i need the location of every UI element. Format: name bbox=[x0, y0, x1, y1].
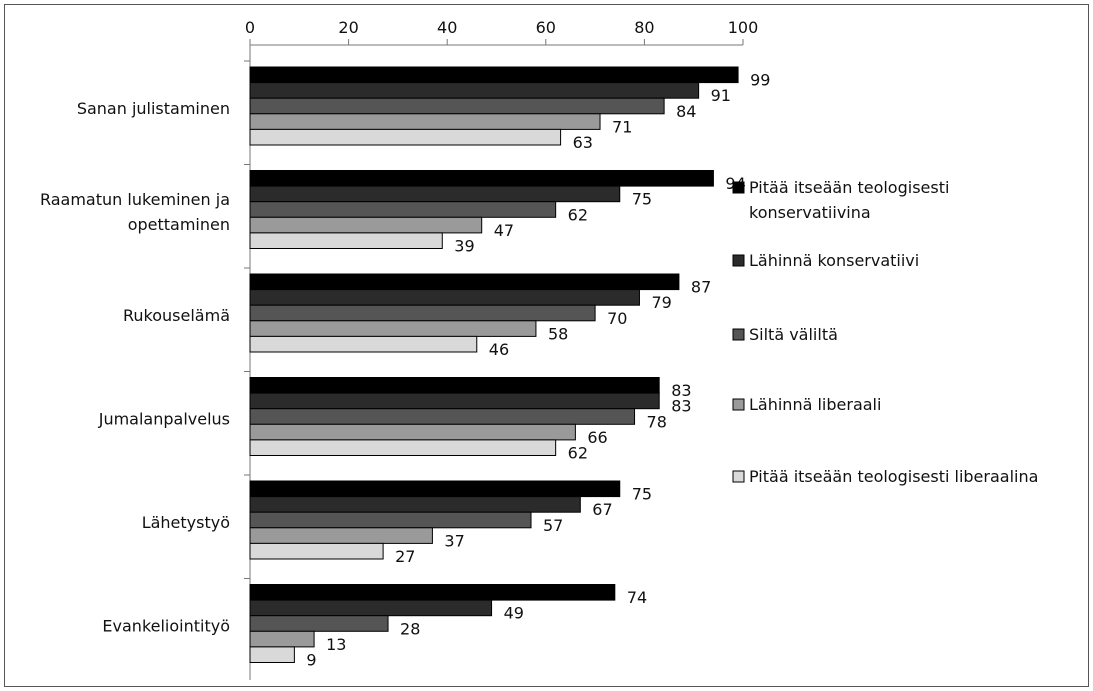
legend-label: Lähinnä konservatiivi bbox=[749, 251, 919, 270]
legend-label: Siltä väliltä bbox=[749, 325, 838, 344]
bar bbox=[249, 615, 389, 632]
legend-label: Pitää itseään teologisesti liberaalina bbox=[749, 467, 1038, 486]
value-label: 83 bbox=[671, 397, 691, 416]
category-label: Raamatun lukeminen ja bbox=[40, 190, 230, 209]
value-label: 75 bbox=[632, 485, 652, 504]
bar bbox=[249, 408, 636, 425]
bar bbox=[249, 527, 433, 544]
bar bbox=[249, 185, 621, 203]
value-label: 99 bbox=[750, 71, 770, 90]
bar bbox=[249, 511, 532, 529]
bar bbox=[249, 335, 478, 353]
value-label: 49 bbox=[504, 604, 524, 623]
bar bbox=[249, 496, 581, 513]
bar bbox=[249, 216, 483, 234]
bar bbox=[249, 584, 616, 601]
category-label: opettaminen bbox=[128, 215, 230, 234]
bar bbox=[249, 377, 660, 394]
value-label: 27 bbox=[395, 547, 415, 566]
value-label: 39 bbox=[454, 237, 474, 256]
value-label: 87 bbox=[691, 278, 711, 297]
x-tick-label: 40 bbox=[437, 18, 457, 37]
x-tick-label: 80 bbox=[634, 18, 654, 37]
legend-swatch bbox=[732, 254, 745, 267]
value-label: 75 bbox=[632, 190, 652, 209]
x-tick-label: 100 bbox=[728, 18, 759, 37]
bar bbox=[249, 170, 714, 187]
value-label: 84 bbox=[676, 102, 696, 121]
value-label: 46 bbox=[489, 340, 509, 359]
value-label: 63 bbox=[573, 133, 593, 152]
value-label: 13 bbox=[326, 635, 346, 654]
bar bbox=[249, 599, 493, 617]
bar bbox=[249, 542, 384, 560]
legend-swatch bbox=[732, 328, 745, 341]
bar bbox=[249, 97, 665, 115]
bar bbox=[249, 82, 700, 99]
legend-label: Pitää itseään teologisesti bbox=[749, 178, 949, 197]
category-label: Lähetystyö bbox=[142, 513, 230, 532]
legend-label: Lähinnä liberaali bbox=[749, 395, 881, 414]
value-label: 28 bbox=[400, 619, 420, 638]
bar bbox=[249, 128, 562, 146]
value-label: 91 bbox=[711, 86, 731, 105]
bar bbox=[249, 232, 443, 249]
bar bbox=[249, 480, 621, 498]
x-tick-label: 60 bbox=[536, 18, 556, 37]
bar bbox=[249, 320, 537, 337]
value-label: 62 bbox=[568, 444, 588, 463]
category-label: Sanan julistaminen bbox=[77, 99, 230, 118]
value-label: 47 bbox=[494, 221, 514, 240]
value-label: 9 bbox=[306, 651, 316, 670]
bar bbox=[249, 304, 596, 322]
value-label: 79 bbox=[651, 293, 671, 312]
value-label: 66 bbox=[587, 428, 607, 447]
bar bbox=[249, 201, 557, 218]
category-label: Rukouselämä bbox=[123, 306, 230, 325]
bar bbox=[249, 630, 315, 648]
bar bbox=[249, 423, 576, 441]
value-label: 83 bbox=[671, 381, 691, 400]
bar bbox=[249, 646, 295, 664]
bar bbox=[249, 273, 680, 291]
bar bbox=[249, 289, 640, 306]
category-label: Jumalanpalvelus bbox=[98, 410, 230, 429]
legend-label: konservatiivina bbox=[749, 203, 871, 222]
value-label: 37 bbox=[444, 531, 464, 550]
legend-swatch bbox=[732, 181, 745, 194]
value-label: 74 bbox=[627, 588, 647, 607]
category-label: Evankeliointityö bbox=[102, 617, 230, 636]
value-label: 58 bbox=[548, 324, 568, 343]
value-label: 71 bbox=[612, 117, 632, 136]
bar bbox=[249, 66, 739, 84]
value-label: 70 bbox=[607, 309, 627, 328]
value-label: 78 bbox=[647, 412, 667, 431]
value-label: 57 bbox=[543, 516, 563, 535]
bar bbox=[249, 392, 660, 410]
x-tick-label: 0 bbox=[245, 18, 255, 37]
value-label: 62 bbox=[568, 205, 588, 224]
legend-swatch bbox=[732, 398, 745, 411]
value-label: 67 bbox=[592, 500, 612, 519]
bar bbox=[249, 113, 601, 130]
legend-swatch bbox=[732, 470, 745, 483]
bar bbox=[249, 439, 557, 456]
x-tick-label: 20 bbox=[338, 18, 358, 37]
